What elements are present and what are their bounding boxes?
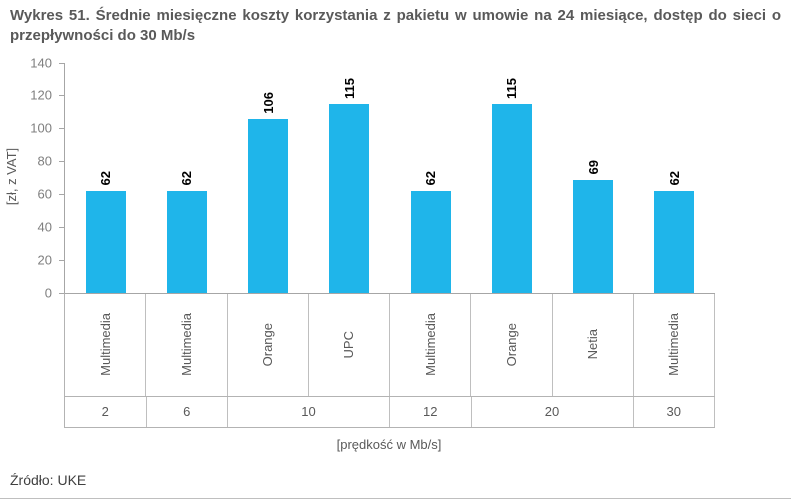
provider-label: Multimedia <box>422 313 438 376</box>
bar-chart: [zł, z VAT] 0 20 40 60 80 100 120 140 62 62 106 11… <box>0 55 791 452</box>
provider-axis: Multimedia Multimedia Orange UPC Multimedia O… <box>64 292 715 397</box>
bar <box>491 103 532 293</box>
y-tick-mark <box>59 226 64 228</box>
bar-value-label: 115 <box>341 77 357 99</box>
chart-title: Wykres 51. Średnie miesięczne koszty kor… <box>10 7 781 45</box>
bar-value-label: 62 <box>98 171 114 186</box>
provider-label: Netia <box>585 329 601 360</box>
x-axis-title: [prędkość w Mb/s] <box>336 436 442 452</box>
bar-slot: 69 <box>553 63 634 293</box>
speed-group-label: 30 <box>634 396 715 427</box>
bar-slot: 62 <box>65 63 146 293</box>
bar-slot: 62 <box>634 63 715 293</box>
speed-group-label: 20 <box>472 396 634 427</box>
y-axis: [zł, z VAT] 0 20 40 60 80 100 120 140 <box>0 55 64 300</box>
bar-slot: 62 <box>390 63 471 293</box>
y-tick-label: 40 <box>37 219 52 235</box>
provider-label: UPC <box>341 330 357 359</box>
y-tick-mark <box>59 292 64 294</box>
bar-value-label: 115 <box>504 77 520 99</box>
provider-cell: Netia <box>553 293 634 396</box>
bar <box>248 118 289 293</box>
y-tick-mark <box>59 259 64 261</box>
provider-cell: Multimedia <box>634 293 715 396</box>
provider-cell: Multimedia <box>146 293 228 396</box>
provider-label: Multimedia <box>178 313 194 376</box>
bar <box>654 190 695 293</box>
y-axis-title: [zł, z VAT] <box>4 147 19 205</box>
speed-group-axis: 2 6 10 12 20 30 <box>64 396 715 428</box>
bar <box>85 190 126 293</box>
y-tick-mark <box>59 62 64 64</box>
bar-slot: 62 <box>146 63 227 293</box>
provider-label: Orange <box>503 322 519 367</box>
y-tick-label: 100 <box>30 120 52 136</box>
provider-cell: Orange <box>471 293 553 396</box>
provider-cell: Orange <box>228 293 309 396</box>
bar-value-label: 106 <box>260 91 276 114</box>
y-tick-label: 0 <box>44 285 52 300</box>
source-text: Źródło: UKE <box>10 471 87 488</box>
speed-group-label: 6 <box>147 396 228 427</box>
y-tick-mark <box>59 161 64 163</box>
provider-label: Multimedia <box>666 313 682 376</box>
y-tick-label: 140 <box>30 55 52 70</box>
bars: 62 62 106 115 62 115 69 62 <box>65 63 715 293</box>
y-tick-mark <box>59 128 64 130</box>
bar-slot: 115 <box>309 63 390 293</box>
bar-slot: 106 <box>228 63 309 293</box>
speed-group-label: 12 <box>390 396 472 427</box>
y-tick-label: 60 <box>37 186 52 202</box>
bottom-divider <box>0 497 791 499</box>
bar-value-label: 62 <box>423 171 439 186</box>
plot-area: 62 62 106 115 62 115 69 62 <box>64 62 715 293</box>
y-tick-mark <box>59 95 64 97</box>
bar <box>410 190 451 293</box>
provider-label: Multimedia <box>97 313 113 376</box>
bar-value-label: 69 <box>585 160 601 175</box>
speed-group-label: 2 <box>65 396 147 427</box>
y-tick-mark <box>59 193 64 195</box>
y-tick-label: 120 <box>30 87 52 103</box>
bar-value-label: 62 <box>666 171 682 186</box>
speed-group-label: 10 <box>228 396 390 427</box>
y-tick-label: 20 <box>37 252 52 268</box>
provider-cell: Multimedia <box>390 293 472 396</box>
bar-value-label: 62 <box>179 171 195 186</box>
y-tick-label: 80 <box>37 153 52 169</box>
provider-label: Orange <box>260 322 276 367</box>
bar-slot: 115 <box>471 63 552 293</box>
provider-cell: UPC <box>309 293 390 396</box>
bar <box>573 179 614 293</box>
bar <box>329 103 370 293</box>
provider-cell: Multimedia <box>65 293 147 396</box>
bar <box>166 190 207 293</box>
